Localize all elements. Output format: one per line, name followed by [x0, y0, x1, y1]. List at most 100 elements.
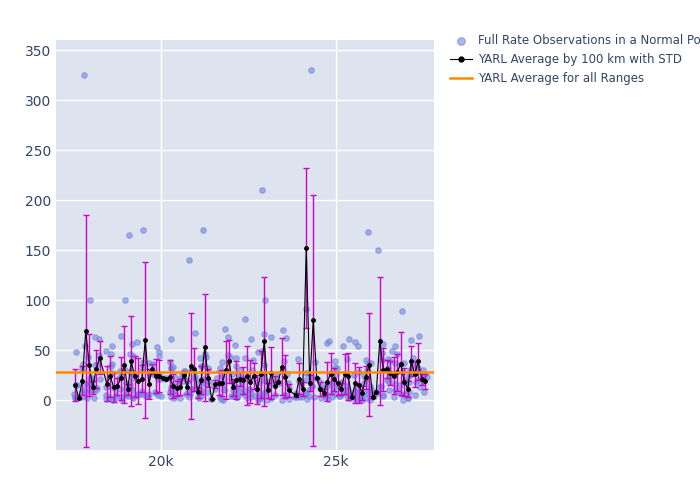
Full Rate Observations in a Normal Point: [87, 382, 98, 390]
Full Rate Observations in a Normal Point: [233, 372, 244, 380]
Full Rate Observations in a Normal Point: [279, 392, 290, 400]
Full Rate Observations in a Normal Point: [293, 392, 304, 400]
Full Rate Observations in a Normal Point: [193, 392, 204, 400]
Full Rate Observations in a Normal Point: [315, 394, 326, 402]
Full Rate Observations in a Normal Point: [90, 333, 101, 341]
Full Rate Observations in a Normal Point: [335, 392, 346, 400]
Full Rate Observations in a Normal Point: [165, 335, 176, 343]
Full Rate Observations in a Normal Point: [76, 388, 88, 396]
Full Rate Observations in a Normal Point: [389, 359, 400, 367]
Full Rate Observations in a Normal Point: [174, 394, 186, 402]
Full Rate Observations in a Normal Point: [300, 369, 312, 377]
Full Rate Observations in a Normal Point: [300, 390, 312, 398]
Full Rate Observations in a Normal Point: [321, 380, 332, 388]
Full Rate Observations in a Normal Point: [410, 368, 421, 376]
Full Rate Observations in a Normal Point: [281, 370, 293, 378]
Full Rate Observations in a Normal Point: [71, 381, 82, 389]
Full Rate Observations in a Normal Point: [214, 380, 225, 388]
Full Rate Observations in a Normal Point: [104, 394, 116, 402]
Full Rate Observations in a Normal Point: [245, 394, 256, 402]
Full Rate Observations in a Normal Point: [327, 380, 338, 388]
Full Rate Observations in a Normal Point: [88, 394, 99, 402]
Full Rate Observations in a Normal Point: [77, 394, 88, 402]
Full Rate Observations in a Normal Point: [102, 382, 113, 390]
Full Rate Observations in a Normal Point: [359, 372, 370, 380]
Full Rate Observations in a Normal Point: [421, 372, 433, 380]
Full Rate Observations in a Normal Point: [199, 350, 210, 358]
Full Rate Observations in a Normal Point: [234, 388, 246, 396]
Full Rate Observations in a Normal Point: [260, 296, 271, 304]
Full Rate Observations in a Normal Point: [165, 386, 176, 394]
Full Rate Observations in a Normal Point: [108, 384, 120, 392]
Full Rate Observations in a Normal Point: [153, 352, 164, 360]
Full Rate Observations in a Normal Point: [239, 314, 251, 322]
Full Rate Observations in a Normal Point: [403, 372, 414, 380]
Full Rate Observations in a Normal Point: [354, 392, 365, 400]
Full Rate Observations in a Normal Point: [322, 395, 333, 403]
Full Rate Observations in a Normal Point: [245, 336, 256, 344]
Full Rate Observations in a Normal Point: [328, 376, 339, 384]
Full Rate Observations in a Normal Point: [152, 375, 163, 383]
Full Rate Observations in a Normal Point: [354, 368, 365, 376]
Full Rate Observations in a Normal Point: [270, 391, 281, 399]
Full Rate Observations in a Normal Point: [183, 377, 194, 385]
Full Rate Observations in a Normal Point: [334, 382, 345, 390]
Full Rate Observations in a Normal Point: [231, 392, 242, 400]
Full Rate Observations in a Normal Point: [364, 396, 375, 404]
Full Rate Observations in a Normal Point: [134, 390, 146, 398]
Full Rate Observations in a Normal Point: [199, 374, 210, 382]
Full Rate Observations in a Normal Point: [262, 384, 274, 392]
Full Rate Observations in a Normal Point: [78, 360, 89, 368]
Full Rate Observations in a Normal Point: [230, 354, 241, 362]
Full Rate Observations in a Normal Point: [384, 386, 395, 394]
Full Rate Observations in a Normal Point: [71, 382, 82, 390]
Full Rate Observations in a Normal Point: [306, 373, 317, 381]
Full Rate Observations in a Normal Point: [71, 394, 83, 402]
Full Rate Observations in a Normal Point: [249, 392, 260, 400]
Full Rate Observations in a Normal Point: [88, 386, 99, 394]
Full Rate Observations in a Normal Point: [125, 350, 136, 358]
Full Rate Observations in a Normal Point: [310, 374, 321, 382]
Full Rate Observations in a Normal Point: [206, 395, 217, 403]
Full Rate Observations in a Normal Point: [344, 394, 356, 402]
Full Rate Observations in a Normal Point: [93, 352, 104, 360]
Full Rate Observations in a Normal Point: [127, 392, 139, 400]
Full Rate Observations in a Normal Point: [216, 395, 227, 403]
Full Rate Observations in a Normal Point: [170, 388, 181, 396]
Full Rate Observations in a Normal Point: [219, 386, 230, 394]
Full Rate Observations in a Normal Point: [144, 358, 155, 366]
Full Rate Observations in a Normal Point: [189, 328, 200, 336]
Full Rate Observations in a Normal Point: [91, 384, 102, 392]
YARL Average by 100 km with STD: [71, 382, 79, 388]
Full Rate Observations in a Normal Point: [106, 342, 117, 349]
YARL Average by 100 km with STD: [207, 396, 216, 402]
YARL Average by 100 km with STD: [155, 373, 163, 379]
Full Rate Observations in a Normal Point: [183, 393, 195, 401]
Full Rate Observations in a Normal Point: [411, 378, 422, 386]
YARL Average by 100 km with STD: [249, 373, 258, 379]
Full Rate Observations in a Normal Point: [173, 380, 184, 388]
Full Rate Observations in a Normal Point: [321, 382, 332, 390]
Full Rate Observations in a Normal Point: [174, 376, 185, 384]
Full Rate Observations in a Normal Point: [234, 376, 246, 384]
Full Rate Observations in a Normal Point: [382, 376, 393, 384]
Full Rate Observations in a Normal Point: [383, 375, 394, 383]
Full Rate Observations in a Normal Point: [167, 381, 178, 389]
Full Rate Observations in a Normal Point: [300, 304, 312, 312]
Full Rate Observations in a Normal Point: [195, 376, 206, 384]
Full Rate Observations in a Normal Point: [406, 336, 417, 344]
Full Rate Observations in a Normal Point: [365, 385, 377, 393]
Full Rate Observations in a Normal Point: [330, 370, 342, 378]
Full Rate Observations in a Normal Point: [226, 377, 237, 385]
Full Rate Observations in a Normal Point: [371, 388, 382, 396]
Full Rate Observations in a Normal Point: [241, 394, 253, 402]
Full Rate Observations in a Normal Point: [402, 394, 413, 402]
Full Rate Observations in a Normal Point: [320, 386, 331, 394]
Full Rate Observations in a Normal Point: [307, 382, 318, 390]
Full Rate Observations in a Normal Point: [342, 394, 354, 402]
Full Rate Observations in a Normal Point: [351, 393, 362, 401]
Full Rate Observations in a Normal Point: [278, 366, 289, 374]
Full Rate Observations in a Normal Point: [328, 382, 339, 390]
Full Rate Observations in a Normal Point: [237, 388, 248, 396]
Full Rate Observations in a Normal Point: [180, 368, 191, 376]
